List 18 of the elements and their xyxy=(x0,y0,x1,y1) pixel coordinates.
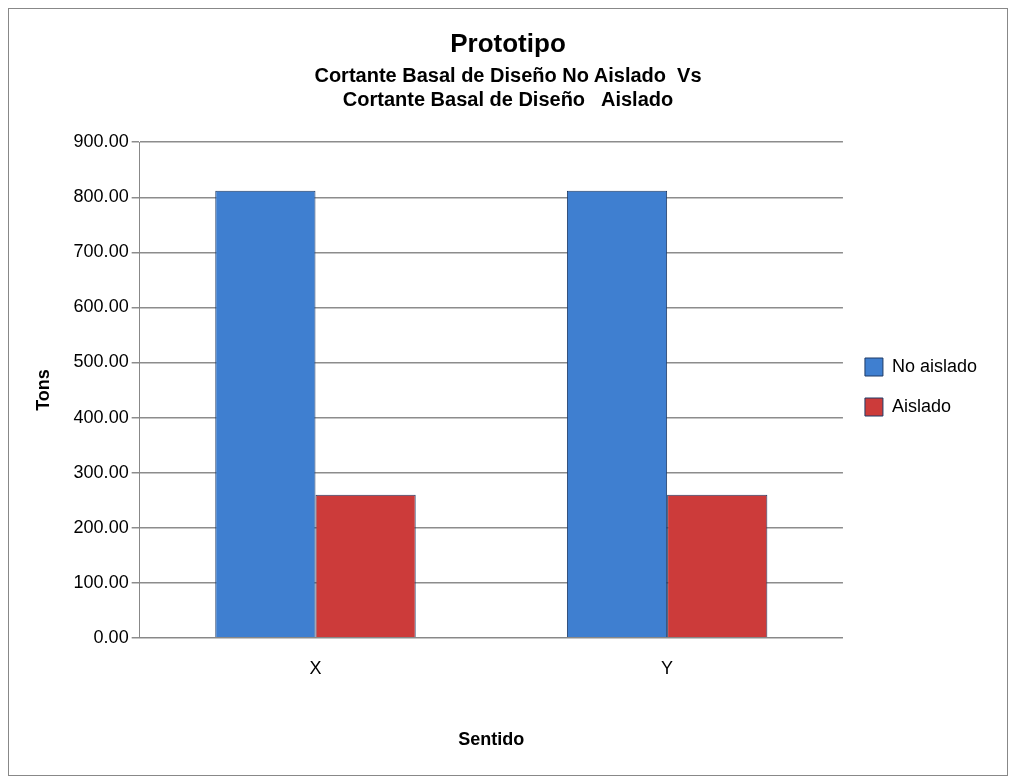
x-tick-label: X xyxy=(309,657,322,678)
chart-title: Prototipo xyxy=(450,27,566,58)
y-tick-label: 200.00 xyxy=(73,516,129,537)
y-tick-label: 400.00 xyxy=(73,406,129,427)
y-axis-title: Tons xyxy=(32,369,53,411)
y-tick-label: 700.00 xyxy=(73,241,129,262)
legend-label: No aislado xyxy=(891,355,978,376)
x-axis-title: Sentido xyxy=(458,729,525,750)
y-tick-label: 300.00 xyxy=(73,461,129,482)
y-tick-label: 800.00 xyxy=(73,186,129,207)
x-tick-label: Y xyxy=(661,657,674,678)
chart-subtitle: Cortante Basal de Diseño No Aislado Vs Cortante Basal de Diseño Aislado xyxy=(314,63,702,110)
legend-label: Aislado xyxy=(891,395,951,416)
y-tick-label: 100.00 xyxy=(73,571,129,592)
y-tick-label: 0.00 xyxy=(93,626,129,647)
y-tick-label: 500.00 xyxy=(73,351,129,372)
y-tick-label: 900.00 xyxy=(73,131,129,152)
y-tick-label: 600.00 xyxy=(73,296,129,317)
